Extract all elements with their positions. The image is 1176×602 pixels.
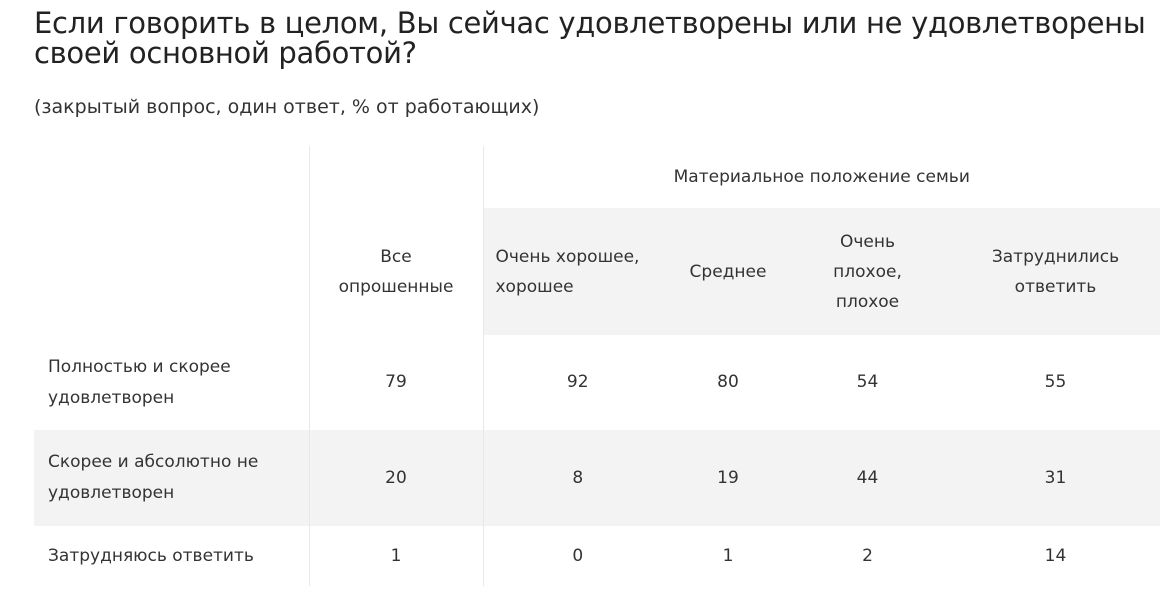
table-group-header-row: Материальное положение семьи: [34, 146, 1160, 208]
cell-all: 1: [308, 526, 483, 586]
corner-cell: [34, 146, 309, 208]
column-header-average: Среднее: [672, 208, 784, 335]
corner-cell-2: [34, 208, 309, 335]
table-row: Полностью и скорее удовлетворен 79 92 80…: [34, 335, 1160, 430]
row-label: Скорее и абсолютно не удовлетворен: [34, 430, 309, 526]
cell-bad: 2: [862, 545, 873, 566]
cell-all: 20: [308, 430, 483, 526]
table-column-header-row: Все опрошенные Очень хорошее, хорошее Ср…: [34, 208, 1160, 335]
column-header-label: Очень плохое, плохое: [833, 231, 902, 312]
column-header-undecided: Затруднились ответить: [951, 208, 1160, 335]
cell-average: 19: [672, 430, 784, 526]
row-label: Полностью и скорее удовлетворен: [48, 356, 231, 408]
all-respondents-top-cell: [308, 146, 483, 208]
column-header-label: Очень хорошее, хорошее: [495, 246, 640, 297]
cell-undecided: 31: [951, 430, 1160, 526]
column-header-label: Затруднились ответить: [991, 246, 1120, 297]
column-header-bad: Очень плохое, плохое: [784, 208, 951, 335]
column-header-label: Все опрошенные: [338, 246, 454, 297]
cell-bad: 54: [856, 372, 879, 392]
cell-average: 1: [722, 545, 734, 566]
cell-undecided: 14: [1044, 545, 1067, 566]
cell-bad: 44: [784, 430, 951, 526]
cell-good: 92: [482, 335, 672, 430]
cell-average: 80: [717, 372, 739, 392]
page-title: Если говорить в целом, Вы сейчас удовлет…: [34, 6, 1146, 70]
cell-all: 79: [308, 335, 483, 430]
page-subtitle: (закрытый вопрос, один ответ, % от работ…: [34, 96, 540, 118]
table-row: Скорее и абсолютно не удовлетворен 20 8 …: [34, 430, 1160, 526]
row-label: Затрудняюсь ответить: [48, 545, 254, 566]
group-header: Материальное положение семьи: [482, 146, 1160, 208]
cell-undecided: 55: [1044, 372, 1067, 392]
column-header-good: Очень хорошее, хорошее: [482, 208, 672, 335]
cell-good: 8: [482, 430, 672, 526]
column-header-all: Все опрошенные: [308, 208, 483, 335]
cell-good: 0: [482, 526, 672, 586]
survey-table: Материальное положение семьи Все опрошен…: [34, 146, 1160, 586]
table-row: Затрудняюсь ответить 1 0 1 2 14: [34, 526, 1160, 586]
